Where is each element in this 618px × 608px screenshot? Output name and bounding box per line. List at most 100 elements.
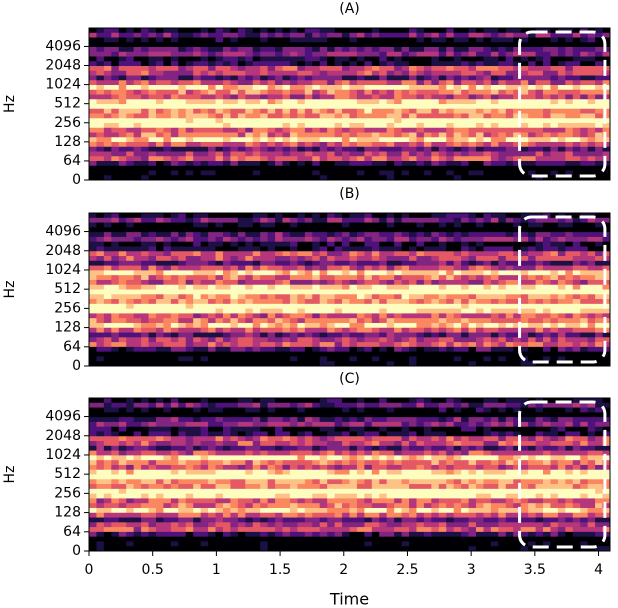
spectrogram-cell (356, 294, 365, 300)
spectrogram-cell (401, 260, 410, 267)
spectrogram-cell (334, 156, 343, 162)
spectrogram-cell (282, 308, 291, 314)
spectrogram-cell (111, 412, 120, 418)
spectrogram-cell (304, 175, 313, 181)
spectrogram-cell (170, 85, 179, 91)
spectrogram-cell (505, 113, 514, 119)
spectrogram-cell (252, 299, 261, 305)
spectrogram-cell (185, 142, 194, 148)
spectrogram-cell (587, 99, 596, 105)
spectrogram-cell (245, 75, 254, 81)
spectrogram-cell (431, 351, 440, 357)
spectrogram-cell (96, 474, 105, 480)
spectrogram-cell (587, 284, 596, 290)
spectrogram-cell (334, 51, 343, 57)
spectrogram-cell (237, 303, 246, 310)
spectrogram-cell (267, 284, 276, 290)
spectrogram-cell (535, 94, 544, 100)
spectrogram-cell (595, 156, 604, 162)
spectrogram-cell (468, 127, 477, 133)
spectrogram-cell (178, 123, 187, 129)
spectrogram-cell (282, 227, 291, 233)
spectrogram-cell (245, 308, 254, 314)
spectrogram-cell (96, 175, 105, 181)
spectrogram-cell (215, 165, 224, 171)
spectrogram-cell (267, 94, 276, 100)
spectrogram-cell (453, 227, 462, 233)
spectrogram-cell (550, 342, 559, 348)
spectrogram-cell (133, 431, 142, 437)
spectrogram-cell (431, 165, 440, 171)
spectrogram-cell (200, 356, 209, 362)
spectrogram-cell (543, 222, 551, 228)
spectrogram-cell (103, 450, 112, 456)
spectrogram-cell (423, 275, 432, 281)
spectrogram-cell (602, 127, 611, 133)
spectrogram-cell (178, 402, 187, 409)
spectrogram-cell (111, 42, 120, 48)
spectrogram-cell (423, 32, 432, 38)
spectrogram-cell (230, 70, 239, 76)
spectrogram-cell (103, 332, 112, 338)
spectrogram-cell (178, 99, 187, 105)
spectrogram-cell (133, 398, 142, 404)
spectrogram-cell (483, 32, 492, 38)
spectrogram-cell (141, 512, 150, 519)
spectrogram-cell (193, 217, 202, 224)
spectrogram-cell (557, 227, 566, 233)
spectrogram-cell (178, 241, 187, 247)
spectrogram-cell (453, 28, 462, 34)
spectrogram-cell (528, 318, 537, 324)
spectrogram-cell (141, 436, 150, 442)
spectrogram-cell (431, 137, 440, 143)
spectrogram-cell (193, 484, 202, 490)
spectrogram-cell (543, 118, 551, 124)
spectrogram-cell (275, 61, 284, 67)
spectrogram-cell (237, 104, 246, 110)
spectrogram-cell (543, 99, 551, 105)
spectrogram-cell (178, 503, 187, 509)
spectrogram-cell (260, 28, 269, 34)
spectrogram-cell (349, 256, 358, 262)
spectrogram-cell (245, 337, 254, 343)
spectrogram-cell (572, 99, 581, 105)
spectrogram-cell (535, 42, 544, 48)
spectrogram-cell (490, 294, 499, 300)
spectrogram-cell (126, 32, 135, 38)
spectrogram-cell (289, 28, 298, 34)
spectrogram-cell (155, 441, 164, 447)
spectrogram-cell (386, 32, 395, 38)
spectrogram-cell (416, 284, 425, 290)
spectrogram-cell (252, 80, 261, 86)
spectrogram-cell (557, 56, 566, 62)
spectrogram-cell (327, 161, 336, 167)
spectrogram-cell (371, 260, 380, 267)
spectrogram-cell (371, 361, 380, 367)
spectrogram-cell (476, 104, 484, 110)
spectrogram-cell (89, 337, 97, 343)
spectrogram-cell (342, 118, 350, 124)
spectrogram-cell (103, 270, 112, 276)
spectrogram-cell (133, 260, 142, 267)
spectrogram-cell (409, 337, 417, 343)
spectrogram-cell (96, 275, 105, 281)
spectrogram-cell (185, 146, 194, 152)
spectrogram-cell (334, 75, 343, 81)
spectrogram-cell (185, 546, 194, 552)
spectrogram-cell (580, 175, 589, 181)
spectrogram-cell (222, 142, 231, 148)
spectrogram-cell (483, 118, 492, 124)
spectrogram-cell (587, 322, 596, 329)
spectrogram-cell (327, 175, 336, 181)
spectrogram-cell (505, 42, 514, 48)
spectrogram-cell (170, 108, 179, 114)
spectrogram-cell (178, 412, 187, 418)
spectrogram-cell (200, 151, 209, 157)
spectrogram-cell (267, 356, 276, 362)
spectrogram-cell (446, 165, 455, 171)
spectrogram-cell (126, 436, 135, 442)
spectrogram-cell (327, 108, 336, 114)
spectrogram-cell (356, 108, 365, 114)
spectrogram-cell (289, 356, 298, 362)
spectrogram-cell (356, 146, 365, 152)
